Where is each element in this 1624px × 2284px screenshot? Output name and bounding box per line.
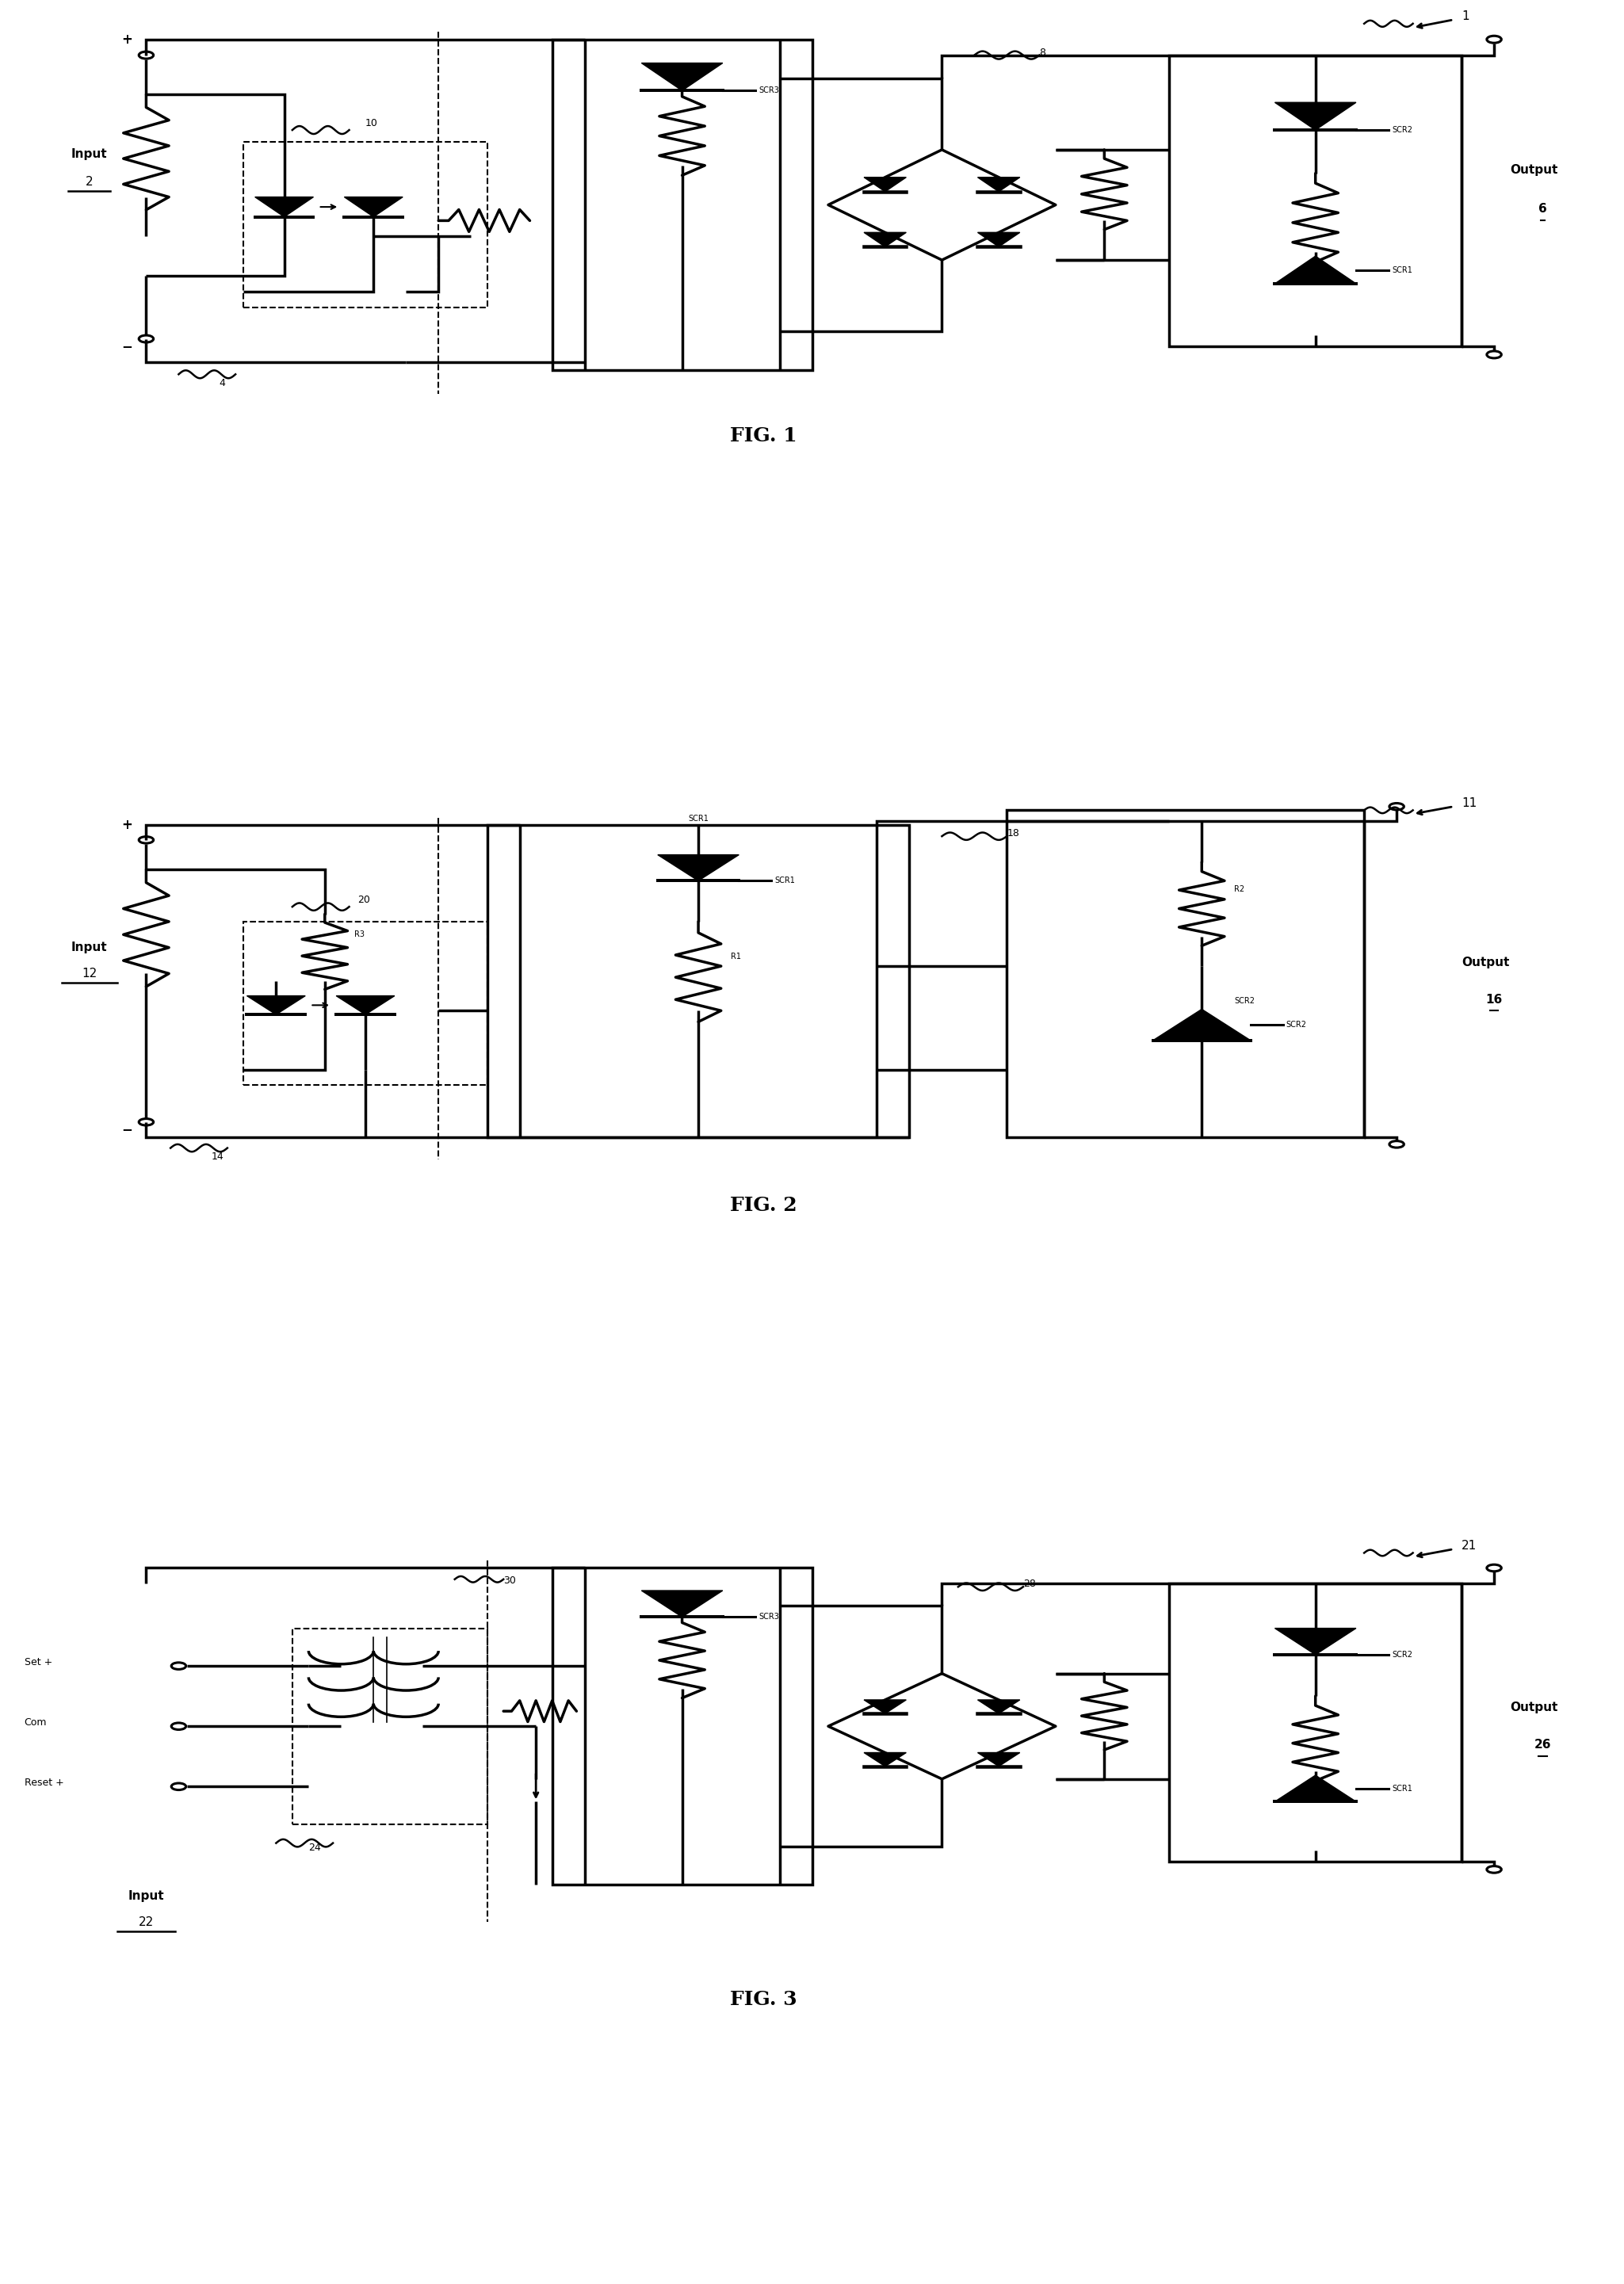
Bar — [1169, 1583, 1462, 1861]
Text: Set +: Set + — [24, 1656, 52, 1667]
Polygon shape — [978, 1752, 1020, 1766]
Bar — [552, 39, 812, 370]
Text: SCR2: SCR2 — [1392, 126, 1413, 135]
Text: Output: Output — [1510, 1702, 1557, 1713]
Polygon shape — [978, 233, 1020, 247]
Polygon shape — [978, 1699, 1020, 1713]
Polygon shape — [658, 854, 739, 882]
Text: 30: 30 — [503, 1576, 516, 1585]
Text: 1: 1 — [1462, 9, 1470, 23]
Text: 12: 12 — [81, 968, 97, 980]
Text: 8: 8 — [1039, 48, 1046, 57]
Text: 4: 4 — [219, 379, 226, 388]
Text: 16: 16 — [1486, 994, 1502, 1005]
Text: SCR1: SCR1 — [1392, 265, 1413, 274]
Text: 20: 20 — [357, 895, 370, 904]
Text: 21: 21 — [1462, 1539, 1476, 1551]
Text: R3: R3 — [354, 930, 364, 939]
Text: SCR1: SCR1 — [775, 877, 796, 884]
Bar — [244, 920, 487, 1085]
Text: 6: 6 — [1538, 203, 1548, 215]
Text: Output: Output — [1462, 957, 1509, 968]
Text: R2: R2 — [1234, 886, 1244, 893]
Text: 14: 14 — [211, 1151, 224, 1163]
Text: Input: Input — [71, 148, 107, 160]
Polygon shape — [336, 996, 395, 1014]
Text: Com: Com — [24, 1718, 47, 1727]
Text: 10: 10 — [365, 119, 378, 128]
Polygon shape — [1275, 256, 1356, 283]
Text: 26: 26 — [1535, 1738, 1551, 1752]
Text: SCR1: SCR1 — [1392, 1784, 1413, 1793]
Polygon shape — [344, 196, 403, 217]
Text: Reset +: Reset + — [24, 1777, 63, 1788]
Bar — [244, 142, 487, 308]
Polygon shape — [978, 178, 1020, 192]
Text: R1: R1 — [731, 952, 741, 959]
Bar — [552, 1567, 812, 1884]
Text: Input: Input — [128, 1891, 164, 1903]
Text: Input: Input — [71, 941, 107, 955]
Polygon shape — [641, 64, 723, 91]
Text: +: + — [122, 818, 133, 831]
Polygon shape — [255, 196, 313, 217]
Polygon shape — [1275, 1775, 1356, 1802]
Bar — [292, 1628, 487, 1825]
Text: FIG. 2: FIG. 2 — [729, 1197, 797, 1215]
Polygon shape — [641, 1590, 723, 1617]
Text: SCR2: SCR2 — [1234, 996, 1255, 1005]
Polygon shape — [864, 178, 906, 192]
Bar — [1007, 811, 1364, 1137]
Polygon shape — [864, 1752, 906, 1766]
Polygon shape — [1275, 1628, 1356, 1654]
Text: SCR2: SCR2 — [1286, 1021, 1307, 1028]
Text: SCR3: SCR3 — [758, 1613, 780, 1622]
Text: Output: Output — [1510, 164, 1557, 176]
Text: 18: 18 — [1007, 829, 1020, 838]
Text: −: − — [122, 340, 133, 354]
Polygon shape — [247, 996, 305, 1014]
Text: 11: 11 — [1462, 797, 1476, 809]
Text: SCR2: SCR2 — [1392, 1651, 1413, 1658]
Bar — [1169, 55, 1462, 347]
Text: +: + — [122, 32, 133, 46]
Text: SCR3: SCR3 — [758, 87, 780, 94]
Polygon shape — [1275, 103, 1356, 130]
Text: FIG. 1: FIG. 1 — [729, 427, 797, 445]
Polygon shape — [864, 1699, 906, 1713]
Text: −: − — [122, 1121, 133, 1137]
Polygon shape — [864, 233, 906, 247]
Text: SCR1: SCR1 — [689, 815, 708, 822]
Text: 24: 24 — [309, 1843, 322, 1852]
Text: FIG. 3: FIG. 3 — [729, 1989, 797, 2010]
Text: 2: 2 — [86, 176, 93, 187]
Text: 28: 28 — [1023, 1578, 1036, 1590]
Bar — [487, 825, 909, 1137]
Polygon shape — [1153, 1010, 1250, 1042]
Text: 22: 22 — [138, 1916, 154, 1928]
